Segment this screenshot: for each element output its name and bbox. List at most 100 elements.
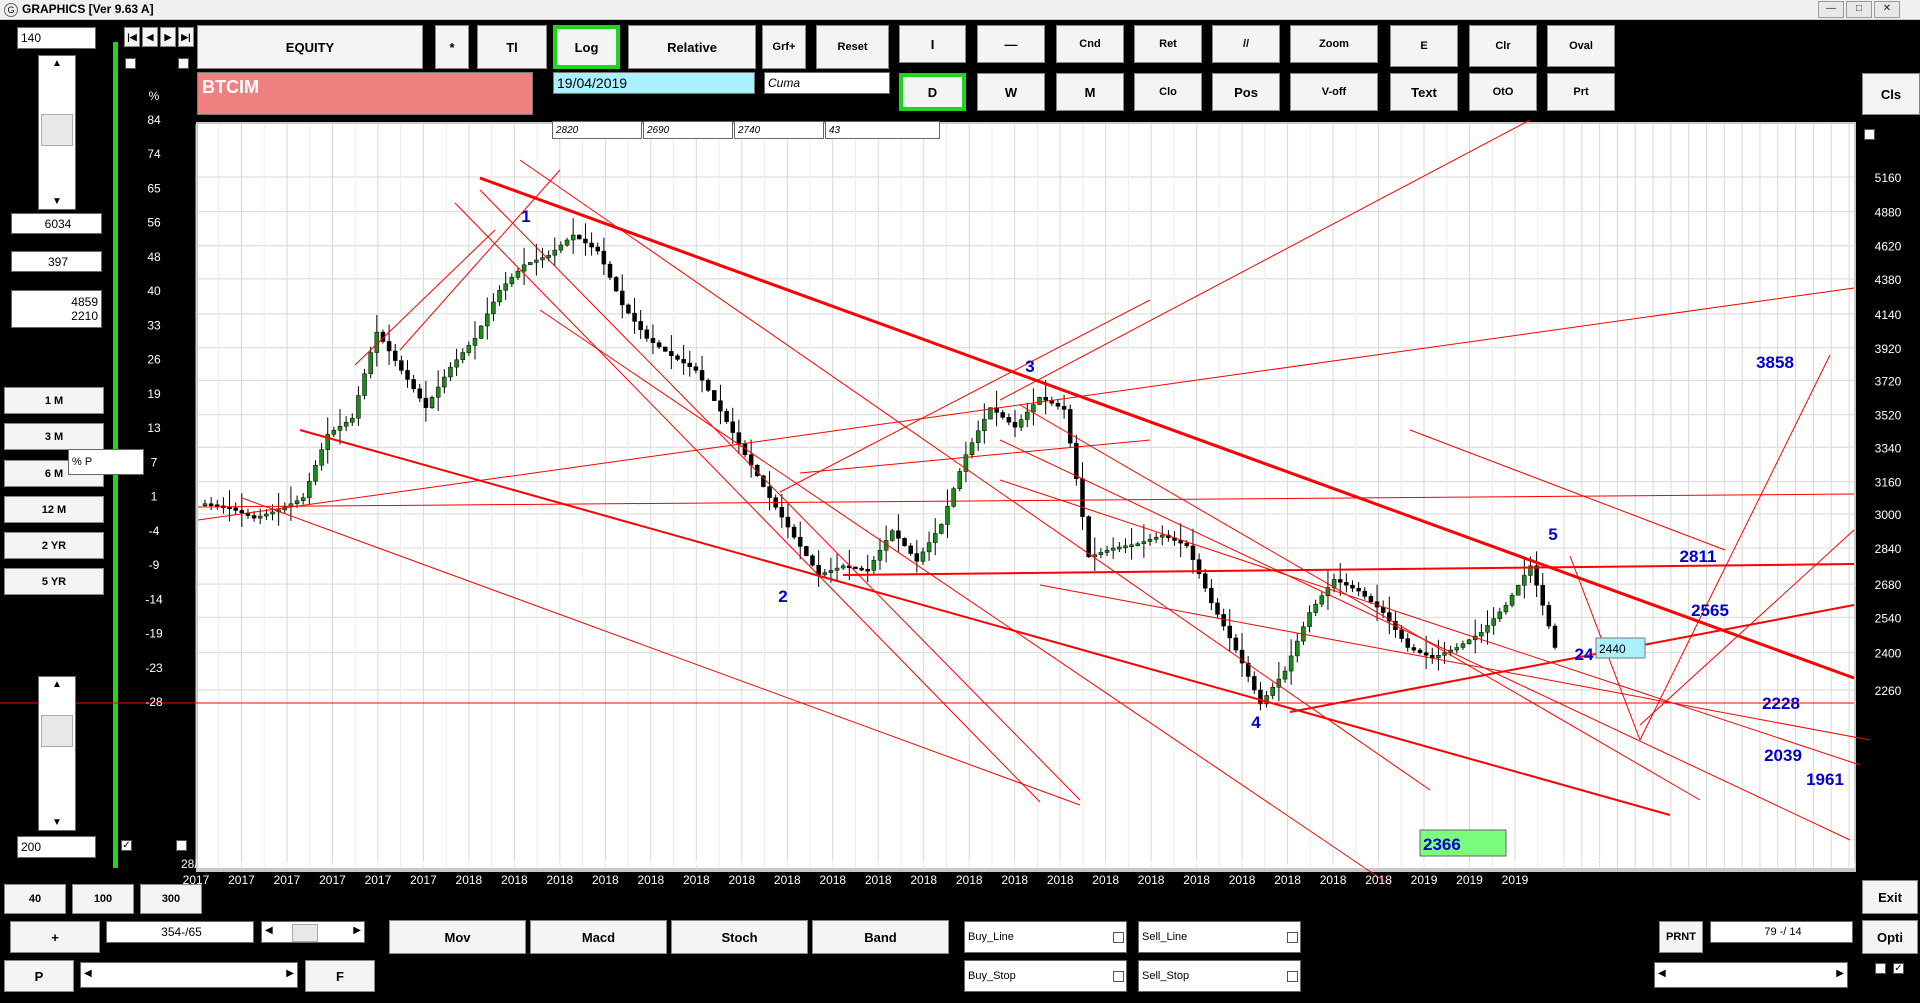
candle-body xyxy=(1509,594,1515,606)
trend-line xyxy=(454,202,1041,803)
prev-icon[interactable]: ◀ xyxy=(142,27,158,47)
h-scrollbar-top[interactable]: ◀ ▶ xyxy=(261,921,365,943)
minimize-icon[interactable]: — xyxy=(1818,1,1844,18)
preset-100-button[interactable]: 100 xyxy=(72,884,134,914)
scroll-right-icon[interactable]: ▶ xyxy=(1836,968,1844,979)
scroll-thumb[interactable] xyxy=(292,924,318,942)
last-icon[interactable]: ▶| xyxy=(178,27,194,47)
relative-button[interactable]: Relative xyxy=(628,25,756,69)
weekly-button[interactable]: W xyxy=(977,73,1045,111)
plus-button[interactable]: + xyxy=(10,921,100,953)
period-scrollbar[interactable]: ▲ ▼ xyxy=(38,55,76,210)
candle-body xyxy=(515,270,521,278)
scroll-up-icon[interactable]: ▲ xyxy=(52,679,62,690)
parallel-button[interactable]: // xyxy=(1212,25,1280,63)
mov-button[interactable]: Mov xyxy=(389,920,526,954)
period-field[interactable]: 140 xyxy=(17,27,96,49)
first-icon[interactable]: |◀ xyxy=(124,27,140,47)
h-scrollbar-bottom[interactable]: ◀ ▶ xyxy=(80,962,298,988)
buy-line-checkbox[interactable] xyxy=(1113,932,1124,943)
oval-button[interactable]: Oval xyxy=(1547,25,1615,67)
range-3m-button[interactable]: 3 M xyxy=(4,423,104,450)
zoom-scrollbar[interactable]: ▲ ▼ xyxy=(38,676,76,831)
h-scrollbar-right[interactable]: ◀ ▶ xyxy=(1654,962,1848,988)
grf-plus-button[interactable]: Grf+ xyxy=(762,25,806,69)
opti-button[interactable]: Opti xyxy=(1862,920,1918,954)
date-tick: 08/02 xyxy=(545,857,575,871)
checkbox-right-top[interactable] xyxy=(1864,129,1875,140)
candle-body xyxy=(534,259,539,263)
prt-button[interactable]: Prt xyxy=(1547,73,1615,111)
tl-button[interactable]: Tl xyxy=(477,25,547,69)
band-button[interactable]: Band xyxy=(812,920,949,954)
bottom-value-field[interactable]: 200 xyxy=(17,836,96,858)
buy-line-field[interactable]: Buy_Line xyxy=(964,921,1127,953)
reset-button[interactable]: Reset xyxy=(816,25,889,69)
text-button[interactable]: Text xyxy=(1390,73,1458,111)
maximize-icon[interactable]: □ xyxy=(1846,1,1872,18)
candle-body xyxy=(472,338,478,346)
year-tick: 2018 xyxy=(1274,873,1301,887)
sell-stop-field[interactable]: Sell_Stop xyxy=(1138,960,1301,992)
vline-button[interactable]: I xyxy=(899,25,966,63)
v-off-button[interactable]: V-off xyxy=(1290,73,1378,111)
cnd-button[interactable]: Cnd xyxy=(1056,25,1124,63)
buy-stop-checkbox[interactable] xyxy=(1113,971,1124,982)
p-button[interactable]: P xyxy=(4,960,74,992)
sell-line-checkbox[interactable] xyxy=(1287,932,1298,943)
preset-300-button[interactable]: 300 xyxy=(140,884,202,914)
macd-button[interactable]: Macd xyxy=(530,920,667,954)
scroll-right-icon[interactable]: ▶ xyxy=(353,925,361,936)
zoom-button[interactable]: Zoom xyxy=(1290,25,1378,63)
hline-button[interactable]: — xyxy=(977,25,1045,63)
clo-button[interactable]: Clo xyxy=(1134,73,1202,111)
monthly-button[interactable]: M xyxy=(1056,73,1124,111)
exit-button[interactable]: Exit xyxy=(1862,880,1918,914)
date-tick: 07/09 xyxy=(1091,857,1121,871)
wave-label: 2 xyxy=(778,587,787,606)
scroll-down-icon[interactable]: ▼ xyxy=(52,196,62,207)
checkbox-right[interactable] xyxy=(176,840,187,851)
sell-line-field[interactable]: Sell_Line xyxy=(1138,921,1301,953)
log-button[interactable]: Log xyxy=(553,25,620,69)
checkbox-bottom-b[interactable]: ✓ xyxy=(1893,963,1904,974)
range-1m-button[interactable]: 1 M xyxy=(4,387,104,414)
cls-button[interactable]: Cls xyxy=(1862,73,1920,115)
preset-40-button[interactable]: 40 xyxy=(4,884,66,914)
checkbox-top-right[interactable] xyxy=(178,58,189,69)
close-icon[interactable]: ✕ xyxy=(1874,1,1900,18)
price-chart[interactable]: 5160488046204380414039203720352033403160… xyxy=(0,20,1920,1003)
checkbox-top-left[interactable] xyxy=(125,58,136,69)
range-5yr-button[interactable]: 5 YR xyxy=(4,568,104,595)
scroll-left-icon[interactable]: ◀ xyxy=(265,925,273,936)
scroll-thumb[interactable] xyxy=(41,114,73,146)
equity-button[interactable]: EQUITY xyxy=(197,25,423,69)
checkbox-bottom-a[interactable] xyxy=(1875,963,1886,974)
scroll-thumb[interactable] xyxy=(41,715,73,747)
candle-body xyxy=(1368,596,1374,602)
scroll-left-icon[interactable]: ◀ xyxy=(84,968,92,979)
range-12m-button[interactable]: 12 M xyxy=(4,496,104,523)
checkbox-left[interactable]: ✓ xyxy=(121,840,132,851)
future-tick: 61 xyxy=(1789,857,1803,871)
next-icon[interactable]: ▶ xyxy=(160,27,176,47)
pos-button[interactable]: Pos xyxy=(1212,73,1280,111)
f-button[interactable]: F xyxy=(305,960,375,992)
e-button[interactable]: E xyxy=(1390,25,1458,67)
daily-button[interactable]: D xyxy=(899,73,966,111)
sell-stop-checkbox[interactable] xyxy=(1287,971,1298,982)
ret-button[interactable]: Ret xyxy=(1134,25,1202,63)
clr-button[interactable]: Clr xyxy=(1469,25,1537,67)
scroll-left-icon[interactable]: ◀ xyxy=(1658,968,1666,979)
stoch-button[interactable]: Stoch xyxy=(671,920,808,954)
range-2yr-button[interactable]: 2 YR xyxy=(4,532,104,559)
candle-body xyxy=(1252,676,1257,691)
star-button[interactable]: * xyxy=(435,25,469,69)
scroll-right-icon[interactable]: ▶ xyxy=(286,968,294,979)
buy-stop-field[interactable]: Buy_Stop xyxy=(964,960,1127,992)
scroll-up-icon[interactable]: ▲ xyxy=(52,58,62,69)
scroll-down-icon[interactable]: ▼ xyxy=(52,817,62,828)
oto-button[interactable]: OtO xyxy=(1469,73,1537,111)
pct-field[interactable]: % P xyxy=(68,449,144,475)
prnt-button[interactable]: PRNT xyxy=(1659,921,1703,953)
